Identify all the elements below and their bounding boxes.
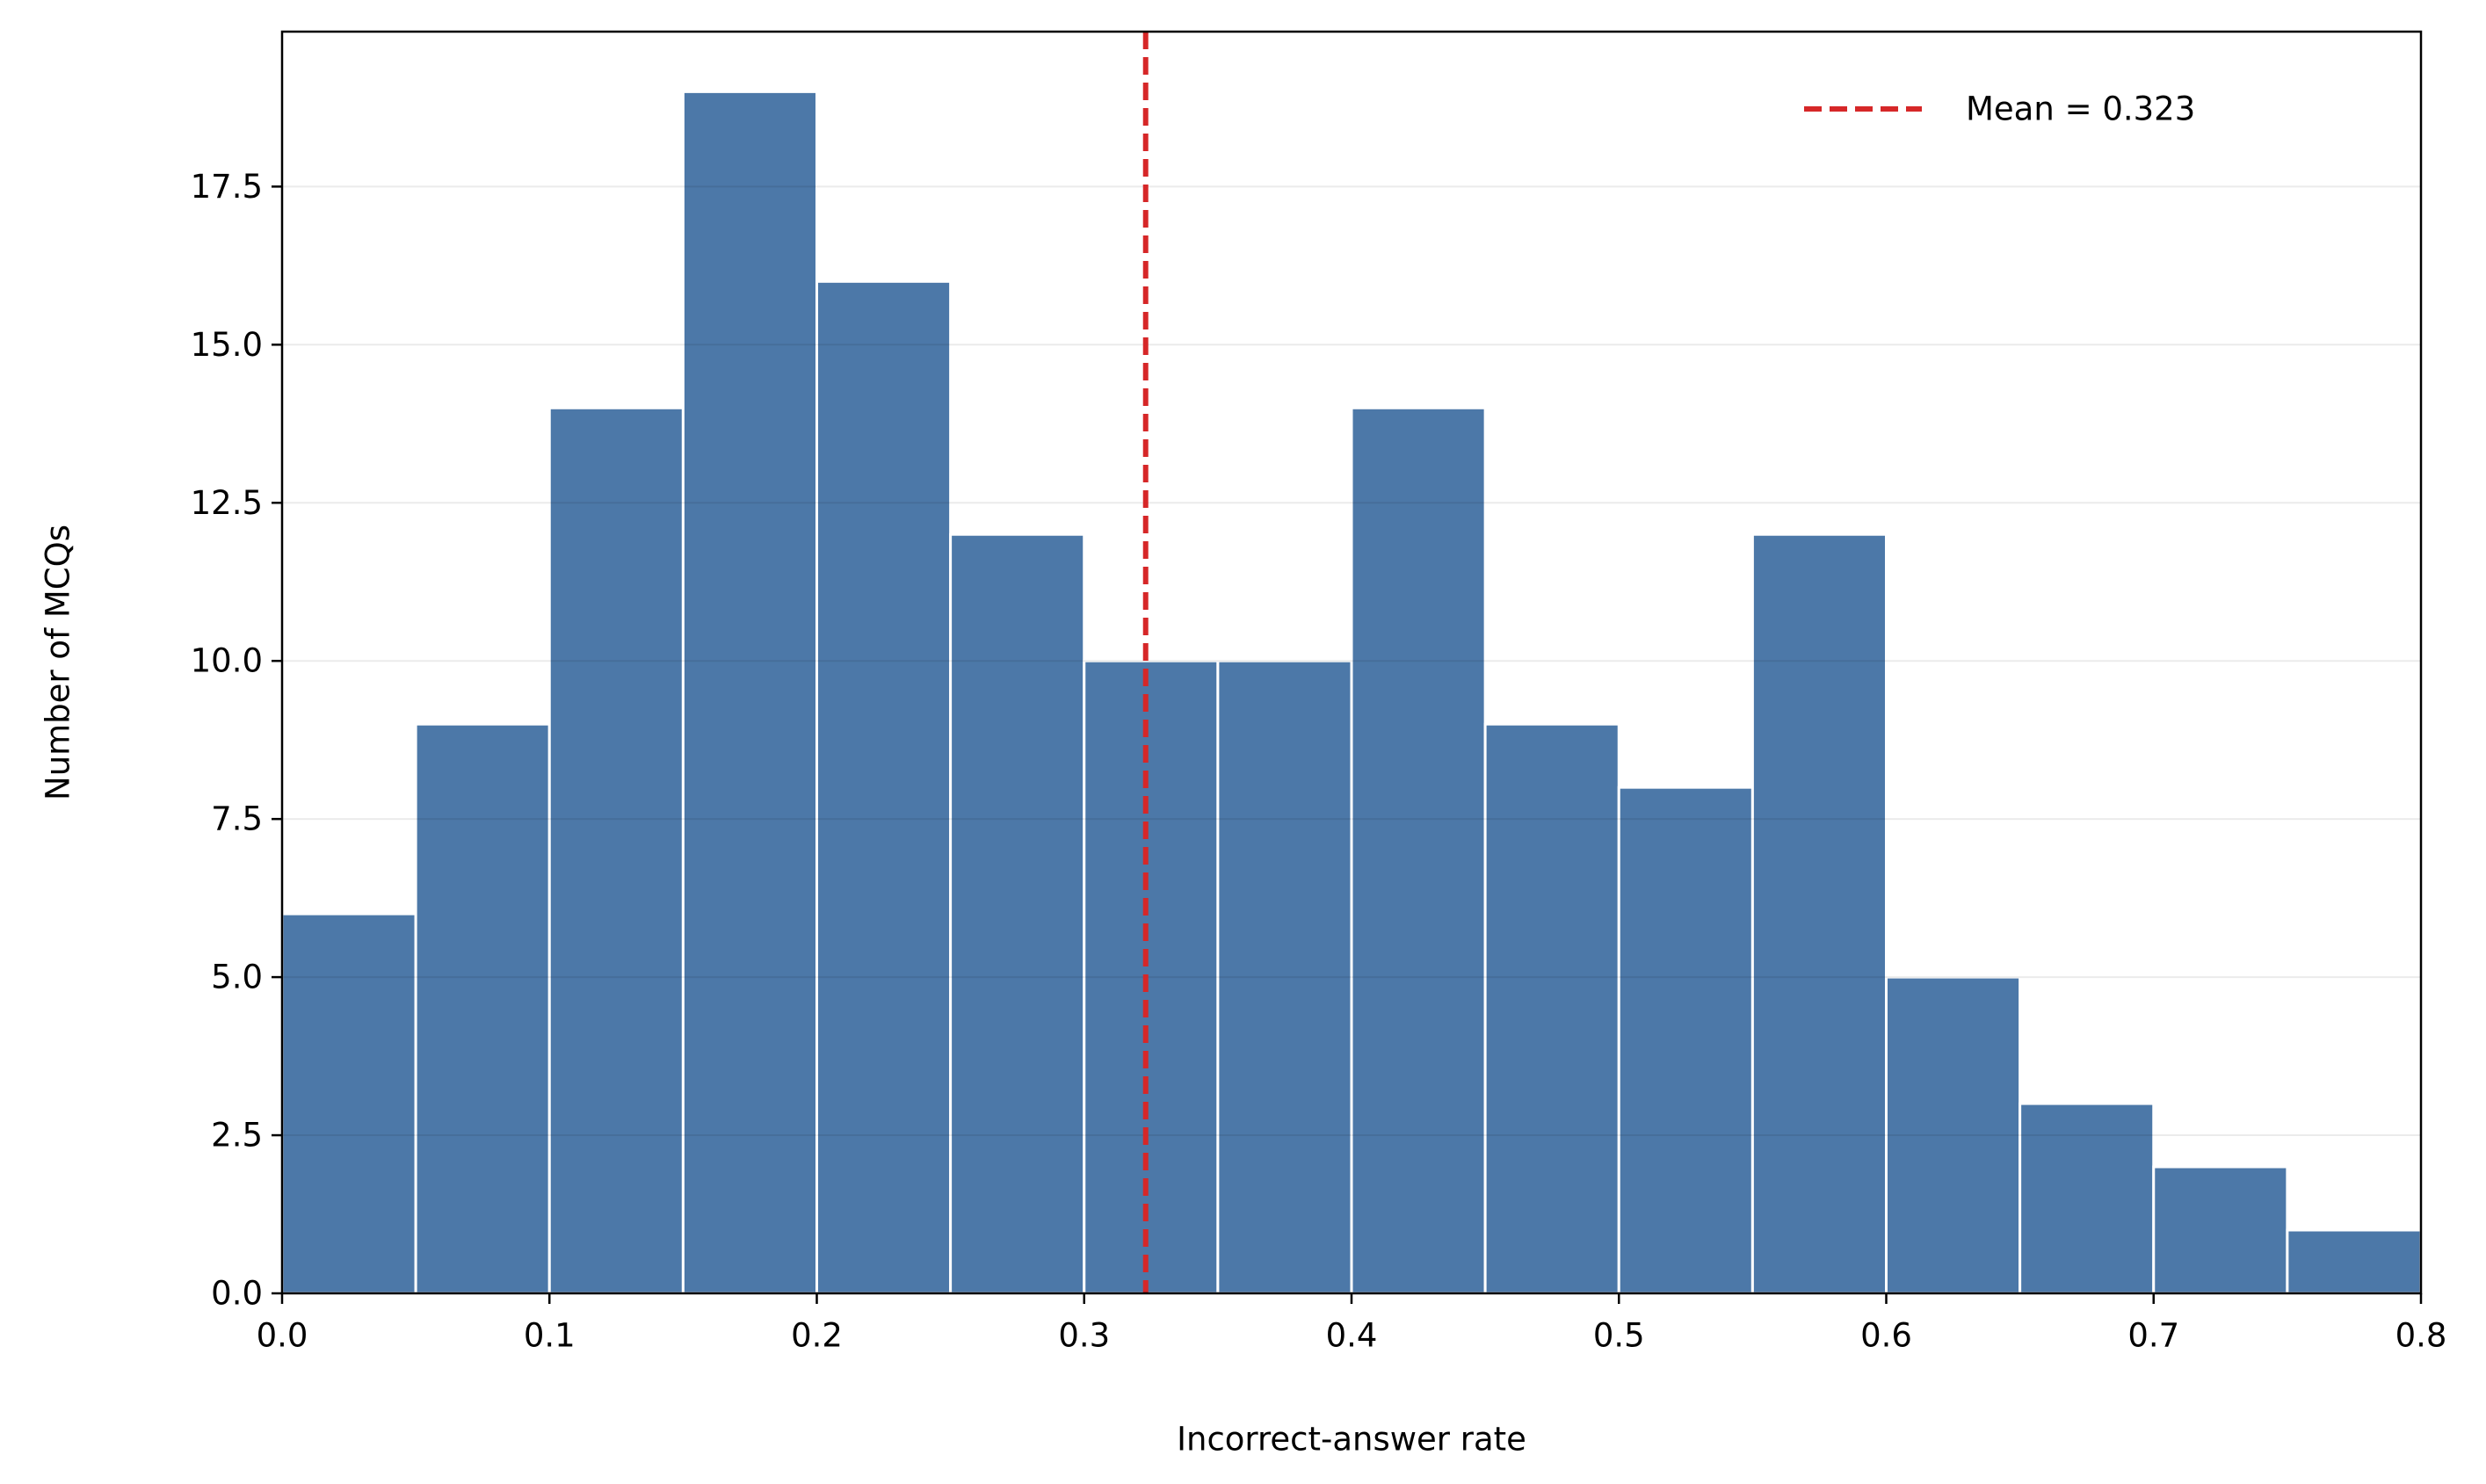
x-tick-label: 0.8 — [2395, 1317, 2447, 1355]
bar — [1216, 659, 1353, 1295]
bar — [1483, 722, 1620, 1295]
bar — [2152, 1165, 2289, 1295]
x-tick-label: 0.5 — [1593, 1317, 1645, 1355]
legend-label: Mean = 0.323 — [1966, 90, 2195, 128]
x-tick-label: 0.6 — [1860, 1317, 1912, 1355]
y-tick-label: 5.0 — [211, 959, 263, 996]
y-tick-label: 10.0 — [191, 642, 263, 680]
bar — [414, 722, 551, 1295]
plot-frame — [280, 30, 2423, 1295]
bar — [1350, 406, 1487, 1295]
bar — [1083, 659, 1220, 1295]
x-tick-label: 0.3 — [1058, 1317, 1110, 1355]
y-tick-label: 15.0 — [191, 326, 263, 364]
y-tick-label: 12.5 — [191, 484, 263, 522]
x-tick-label: 0.7 — [2127, 1317, 2179, 1355]
x-tick-label: 0.0 — [257, 1317, 308, 1355]
bar — [949, 532, 1086, 1295]
y-axis-label: Number of MCQs — [40, 525, 77, 800]
bar — [2019, 1102, 2156, 1295]
y-tick-label: 2.5 — [211, 1117, 263, 1155]
x-tick-label: 0.4 — [1326, 1317, 1378, 1355]
y-tick-label: 0.0 — [211, 1275, 263, 1313]
bar — [815, 279, 953, 1295]
bar — [1885, 975, 2022, 1295]
bar — [1750, 532, 1888, 1295]
y-tick-label: 7.5 — [211, 800, 263, 838]
bar — [2286, 1228, 2423, 1295]
bar — [280, 912, 417, 1295]
x-tick-label: 0.1 — [524, 1317, 576, 1355]
x-axis-label: Incorrect-answer rate — [1177, 1421, 1526, 1459]
bar — [1617, 785, 1754, 1295]
bar — [681, 90, 818, 1295]
y-tick-label: 17.5 — [191, 168, 263, 206]
bar — [547, 406, 685, 1295]
x-tick-label: 0.2 — [791, 1317, 843, 1355]
